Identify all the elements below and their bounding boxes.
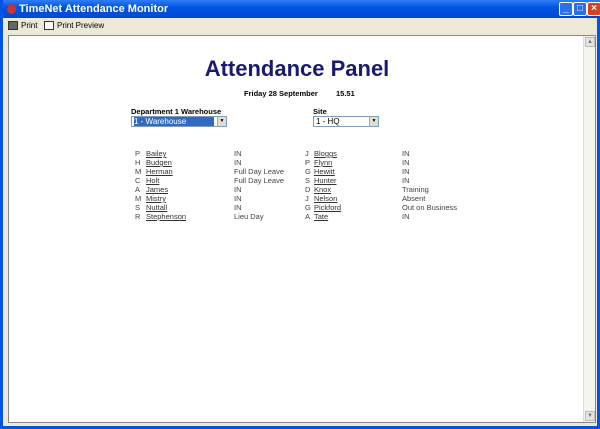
print-button[interactable]: Print: [8, 18, 37, 33]
page-title: Attendance Panel: [204, 56, 390, 81]
employee-initial: A: [305, 212, 311, 221]
employee-status: Out on Business: [402, 203, 458, 212]
employee-initial: J: [305, 194, 309, 203]
minimize-button[interactable]: _: [559, 2, 573, 16]
vertical-scrollbar[interactable]: ▲ ▼: [583, 36, 595, 422]
window-title: TimeNet Attendance Monitor: [19, 3, 169, 15]
employee-name-link[interactable]: Nuttall: [146, 203, 168, 212]
employee-initial: M: [135, 167, 142, 176]
employee-name-link[interactable]: Herman: [146, 167, 173, 176]
employee-link[interactable]: Stephenson: [146, 212, 186, 221]
print-preview-label: Print Preview: [57, 21, 105, 30]
employee-link[interactable]: Flynn: [314, 158, 332, 167]
chevron-down-icon[interactable]: ▼: [369, 117, 378, 126]
site-select[interactable]: 1 - HQ ▼: [313, 116, 379, 127]
employee-initial: H: [135, 158, 141, 167]
site-label: Site: [313, 107, 327, 116]
employee-initial: S: [305, 176, 311, 185]
employee-status: IN: [234, 203, 242, 212]
employee-status: IN: [234, 185, 242, 194]
print-preview-icon: [44, 21, 54, 30]
employee-link[interactable]: Hunter: [314, 176, 337, 185]
employee-link[interactable]: Hewitt: [314, 167, 335, 176]
employee-link[interactable]: Tate: [314, 212, 328, 221]
employee-status: Training: [402, 185, 429, 194]
attendance-panel: Attendance Panel Friday 28 September 15.…: [8, 35, 596, 423]
employee-link[interactable]: Herman: [146, 167, 173, 176]
employee-name-link[interactable]: Flynn: [314, 158, 333, 167]
employee-link[interactable]: Bloggs: [314, 149, 337, 158]
employee-name-link[interactable]: Budgen: [146, 158, 172, 167]
employee-name-link[interactable]: Hunter: [314, 176, 337, 185]
employee-status: Full Day Leave: [234, 176, 285, 185]
employee-initial: S: [135, 203, 141, 212]
employee-status: Absent: [402, 194, 426, 203]
employee-name-link[interactable]: Knox: [314, 185, 332, 194]
employee-link[interactable]: Holt: [146, 176, 159, 185]
toolbar: Print Print Preview: [6, 18, 600, 33]
employee-link[interactable]: James: [146, 185, 168, 194]
employee-name-link[interactable]: James: [146, 185, 169, 194]
employee-initial: P: [305, 158, 311, 167]
employee-link[interactable]: Nuttall: [146, 203, 167, 212]
employee-name-link[interactable]: Tate: [314, 212, 329, 221]
printer-icon: [8, 21, 18, 30]
employee-status: IN: [234, 194, 242, 203]
employee-link[interactable]: Pickford: [314, 203, 341, 212]
employee-name-link[interactable]: Stephenson: [146, 212, 187, 221]
department-value: 1 - Warehouse: [134, 117, 214, 126]
chevron-down-icon[interactable]: ▼: [217, 117, 226, 126]
employee-name-link[interactable]: Bloggs: [314, 149, 337, 158]
employee-status: IN: [234, 149, 242, 158]
close-button[interactable]: ×: [587, 2, 600, 16]
employee-initial: G: [305, 203, 311, 212]
employee-status: Lieu Day: [234, 212, 264, 221]
department-select[interactable]: 1 - Warehouse ▼: [131, 116, 227, 127]
employee-link[interactable]: Mistry: [146, 194, 166, 203]
print-label: Print: [21, 21, 38, 30]
employee-status: IN: [402, 167, 410, 176]
employee-name-link[interactable]: Bailey: [146, 149, 167, 158]
employee-name-link[interactable]: Pickford: [314, 203, 342, 212]
employee-status: Full Day Leave: [234, 167, 285, 176]
employee-status: IN: [234, 158, 242, 167]
employee-name-link[interactable]: Nelson: [314, 194, 338, 203]
employee-initial: P: [135, 149, 141, 158]
employee-initial: D: [305, 185, 311, 194]
employee-link[interactable]: Budgen: [146, 158, 172, 167]
scroll-up-icon[interactable]: ▲: [585, 37, 595, 47]
employee-status: IN: [402, 212, 410, 221]
scroll-down-icon[interactable]: ▼: [585, 411, 595, 421]
employee-initial: C: [135, 176, 141, 185]
employee-link[interactable]: Nelson: [314, 194, 337, 203]
employee-initial: A: [135, 185, 141, 194]
date: Friday 28 September: [244, 89, 318, 98]
employee-status: IN: [402, 176, 410, 185]
time: 15.51: [336, 89, 355, 98]
employee-status: IN: [402, 158, 410, 167]
app-icon: [7, 4, 16, 14]
maximize-button[interactable]: □: [573, 2, 587, 16]
employee-initial: M: [135, 194, 142, 203]
employee-link[interactable]: Bailey: [146, 149, 166, 158]
employee-initial: G: [305, 167, 311, 176]
title-bar: TimeNet Attendance Monitor _ □ ×: [3, 0, 600, 18]
department-label: Department 1 Warehouse: [131, 107, 222, 116]
site-value: 1 - HQ: [316, 117, 340, 126]
employee-name-link[interactable]: Hewitt: [314, 167, 335, 176]
employee-name-link[interactable]: Holt: [146, 176, 160, 185]
employee-initial: R: [135, 212, 141, 221]
employee-link[interactable]: Knox: [314, 185, 331, 194]
employee-name-link[interactable]: Mistry: [146, 194, 166, 203]
print-preview-button[interactable]: Print Preview: [44, 18, 104, 33]
employee-status: IN: [402, 149, 410, 158]
employee-initial: J: [305, 149, 309, 158]
